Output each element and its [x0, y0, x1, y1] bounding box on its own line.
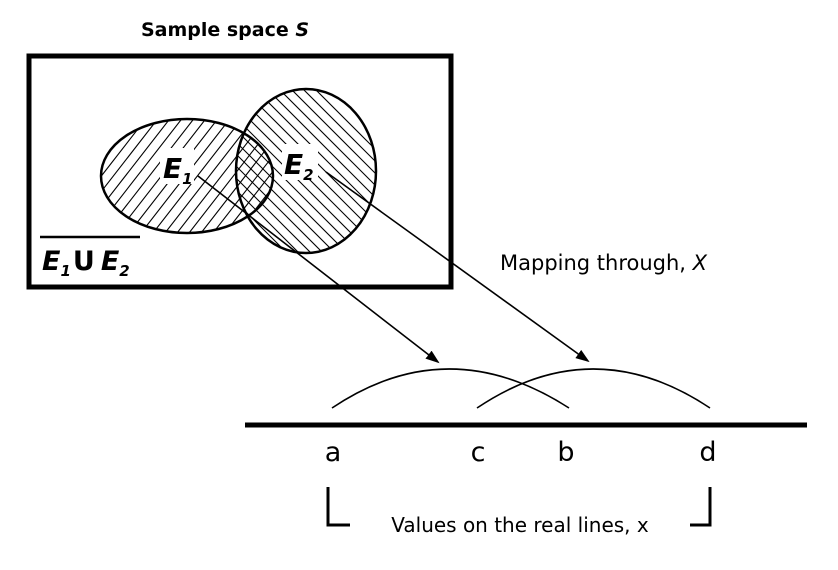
sample-space-box: [26, 53, 454, 290]
mapping-caption: Mapping through, X: [500, 251, 708, 275]
event-e2-label: E2: [284, 148, 314, 184]
event-e1-outline: [99, 117, 275, 235]
event-e1-label: E1: [163, 152, 193, 188]
event-e2-outline: [234, 87, 378, 255]
image-arc-e1: [331, 368, 570, 409]
values-caption: Values on the real lines, x: [391, 513, 649, 537]
tick-label-a: a: [325, 437, 342, 468]
union-complement-label: E1U E2: [42, 246, 130, 280]
tick-label-d: d: [699, 437, 716, 468]
image-arc-e2: [476, 368, 711, 409]
values-bracket: [326, 487, 712, 527]
sample-space-title: Sample space S: [141, 19, 309, 41]
tick-label-c: c: [471, 437, 486, 468]
mapping-arrow-e1: [197, 175, 440, 364]
tick-label-b: b: [557, 437, 574, 468]
mapping-arrow-e2: [325, 171, 590, 363]
